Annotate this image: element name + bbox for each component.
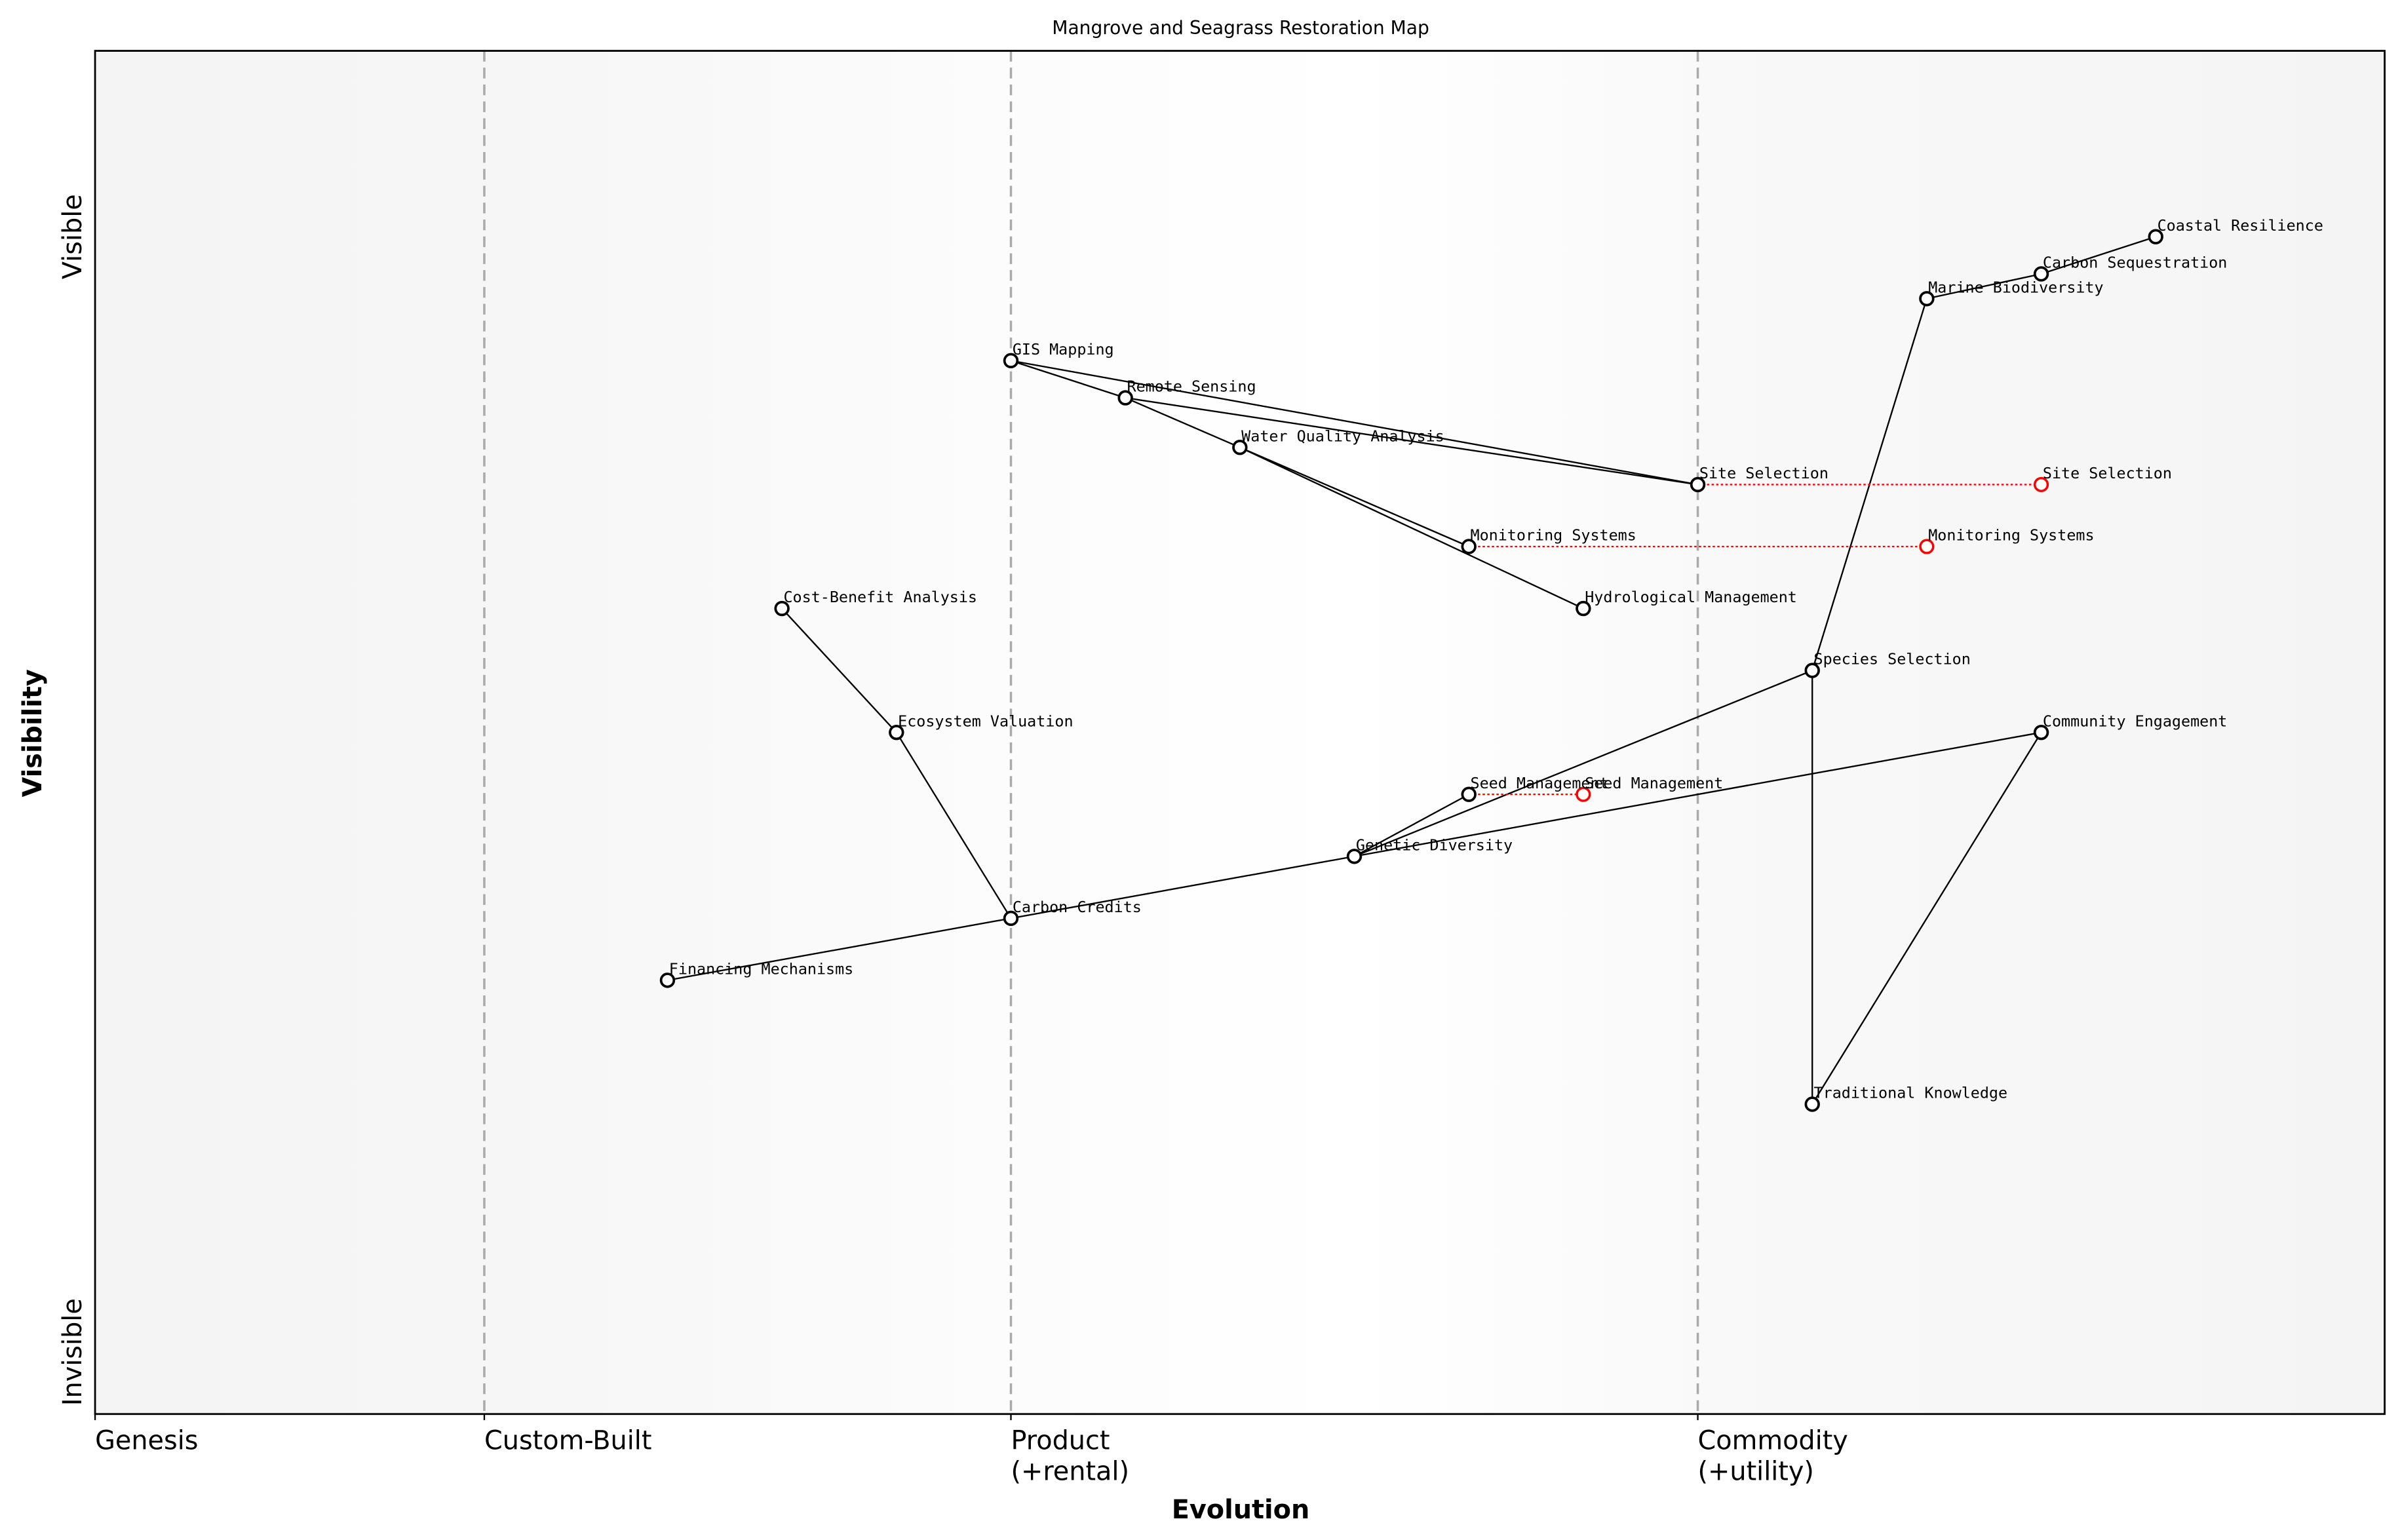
component-label: Community Engagement	[2043, 712, 2227, 730]
component-marker	[1003, 353, 1019, 369]
dependency-link	[895, 732, 1012, 919]
evolved-component-label: Site Selection	[2043, 464, 2172, 482]
dependency-link	[1354, 670, 1813, 857]
dependency-link	[1354, 731, 2042, 857]
component-marker	[659, 972, 676, 988]
plot-frame	[94, 50, 2386, 1415]
dependency-link	[1926, 273, 2042, 299]
evolved-component-marker	[1576, 786, 1591, 802]
component-label: Marine Biodiversity	[1928, 278, 2103, 296]
component-marker	[1804, 1096, 1820, 1112]
dependency-link	[1125, 396, 1698, 486]
y-axis-label: Visibility	[18, 669, 48, 797]
component-marker	[1232, 440, 1248, 455]
x-axis-label: Evolution	[1172, 1495, 1310, 1525]
component-marker	[2148, 229, 2163, 244]
evolved-component-marker	[1919, 539, 1935, 554]
x-tick-label: Custom-Built	[484, 1426, 651, 1456]
y-tick-label: Invisible	[58, 1298, 88, 1406]
component-label: Species Selection	[1814, 650, 1971, 668]
dependency-link	[1011, 360, 1126, 399]
evolved-component-label: Monitoring Systems	[1928, 526, 2094, 545]
x-tick-label: Commodity	[1698, 1426, 1848, 1456]
dependency-link	[2041, 236, 2156, 275]
dependency-link	[1125, 397, 1241, 448]
dependency-link	[667, 917, 1011, 982]
evolved-component-label: Seed Management	[1585, 774, 1723, 792]
component-marker	[1003, 910, 1019, 927]
plot-background	[95, 50, 2385, 1414]
component-label: Traditional Knowledge	[1814, 1084, 2008, 1102]
dependency-link	[1353, 794, 1469, 857]
component-label: Site Selection	[1699, 464, 1829, 482]
component-marker	[889, 724, 904, 741]
dependency-link	[1011, 855, 1355, 919]
component-label: Carbon Credits	[1013, 898, 1142, 916]
component-marker	[1804, 663, 1820, 678]
component-label: Hydrological Management	[1585, 588, 1797, 606]
dependency-link	[1011, 360, 1698, 486]
component-marker	[2033, 266, 2049, 282]
dependency-link	[1239, 446, 1469, 548]
component-label: Ecosystem Valuation	[898, 712, 1073, 730]
dependency-link	[781, 607, 897, 733]
x-tick-label: (+rental)	[1011, 1456, 1129, 1486]
component-label: Seed Management	[1471, 774, 1609, 792]
component-marker	[1461, 539, 1477, 554]
component-marker	[1919, 291, 1935, 307]
dependency-link	[1811, 732, 2042, 1105]
map-title: Mangrove and Seagrass Restoration Map	[1052, 17, 1429, 39]
evolved-component-marker	[2033, 476, 2049, 493]
component-marker	[1461, 786, 1477, 802]
component-label: Remote Sensing	[1127, 377, 1256, 396]
x-tick-label: Genesis	[95, 1426, 198, 1456]
y-tick-label: Visible	[58, 194, 88, 279]
component-label: GIS Mapping	[1013, 340, 1114, 358]
component-label: Financing Mechanisms	[669, 960, 853, 978]
component-label: Genetic Diversity	[1356, 836, 1513, 854]
component-marker	[774, 600, 790, 617]
component-label: Cost-Benefit Analysis	[783, 588, 977, 606]
x-tick-label: Product	[1011, 1426, 1110, 1456]
component-marker	[1690, 476, 1706, 493]
component-marker	[2033, 724, 2049, 741]
component-label: Monitoring Systems	[1471, 526, 1636, 545]
component-marker	[1117, 390, 1133, 406]
x-tick-label: (+utility)	[1698, 1456, 1814, 1486]
component-label: Water Quality Analysis	[1241, 427, 1444, 445]
component-marker	[1346, 849, 1363, 864]
dependency-link	[1239, 446, 1584, 609]
component-label: Coastal Resilience	[2158, 216, 2323, 235]
component-marker	[1576, 600, 1591, 617]
component-label: Carbon Sequestration	[2043, 254, 2227, 272]
